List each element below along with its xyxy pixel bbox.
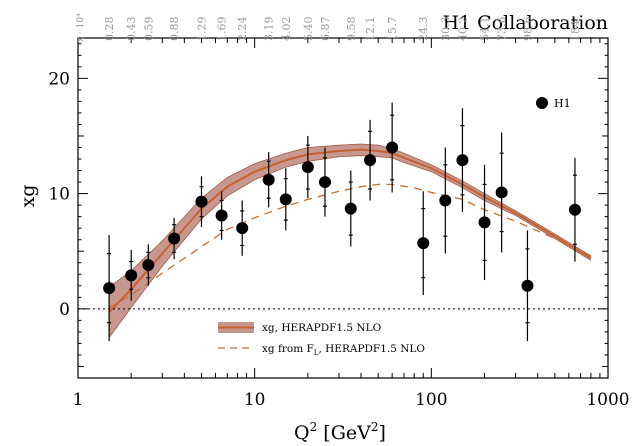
band-lower-edge — [108, 155, 592, 338]
top-axis-label: x · 10⁴ — [76, 13, 86, 42]
band-area — [109, 144, 591, 338]
top-label: 9.58 — [345, 17, 358, 42]
data-point — [262, 173, 275, 186]
data-point — [344, 202, 357, 215]
data-point — [364, 154, 377, 167]
top-label: 15.7 — [386, 17, 399, 42]
top-label: 6.87 — [319, 17, 332, 42]
axis-ticks: 1 10 100 1000 0 10 20 — [48, 38, 630, 410]
data-point — [495, 186, 508, 199]
x-tick-label: 10 — [244, 390, 266, 410]
top-label: 3.19 — [263, 17, 276, 42]
top-label: 1.29 — [195, 17, 208, 42]
top-label: 0.59 — [142, 17, 155, 42]
top-label: 30.3 — [439, 17, 452, 42]
y-tick-label: 0 — [59, 300, 70, 320]
y-tick-label: 10 — [48, 185, 70, 205]
legend-dashed-rest: , HERAPDF1.5 NLO — [318, 343, 425, 355]
legend-item-dashed: xg from FL, HERAPDF1.5 NLO — [262, 343, 425, 357]
data-point — [279, 193, 292, 206]
legend-dashed-sub: L — [314, 349, 319, 357]
herapdf-central-line — [108, 148, 592, 313]
data-point — [521, 279, 534, 292]
x-axis-label: Q2 [GeV2] — [294, 420, 386, 444]
x-label-sup: 2 — [310, 420, 318, 434]
data-point — [125, 269, 138, 282]
data-point — [439, 194, 452, 207]
top-axis-labels: 0.28 0.43 0.59 0.88 1.29 1.69 2.24 3.19 4.02 5.40… — [103, 16, 582, 41]
data-point — [417, 237, 430, 250]
data-point — [301, 161, 314, 174]
x-label-unit-sup: 2 — [371, 420, 379, 434]
data-points — [103, 102, 581, 342]
y-axis-label: xg — [17, 185, 39, 208]
legend-dashed-main: xg from F — [262, 343, 314, 355]
model-lines — [108, 148, 592, 313]
data-point — [386, 141, 399, 154]
top-label: 0.43 — [125, 17, 138, 42]
data-point — [478, 216, 491, 229]
top-label: 0.28 — [103, 16, 116, 41]
collaboration-label: H1 Collaboration — [442, 12, 608, 34]
data-point — [318, 176, 331, 189]
x-label-base: Q — [294, 422, 310, 444]
top-label: 12.1 — [364, 17, 377, 42]
y-tick-label: 20 — [48, 69, 70, 89]
x-tick-label: 1000 — [586, 390, 629, 410]
x-label-unit-close: ] — [379, 422, 386, 444]
data-point — [568, 203, 581, 216]
data-point — [215, 209, 228, 222]
plot-frame — [77, 37, 609, 379]
top-label: 24.3 — [417, 17, 430, 42]
top-label: 2.24 — [236, 17, 249, 41]
top-label: 5.40 — [302, 17, 315, 42]
legend-data: H1 — [536, 97, 571, 110]
data-point — [168, 232, 181, 245]
top-label: 184 — [569, 20, 582, 41]
data-point — [142, 259, 155, 272]
data-point — [195, 195, 208, 208]
top-label: 98.6 — [521, 17, 534, 42]
data-point — [236, 222, 249, 235]
legend-data-label: H1 — [554, 97, 571, 110]
top-label: 40.2 — [456, 17, 469, 42]
x-tick-label: 1 — [73, 390, 84, 410]
x-label-unit-open: [GeV — [317, 422, 371, 444]
x-tick-label: 100 — [415, 390, 447, 410]
data-point — [456, 154, 469, 167]
legend-data-marker — [536, 97, 548, 109]
legend-item-solid: xg, HERAPDF1.5 NLO — [262, 322, 382, 334]
top-label: 0.88 — [168, 17, 181, 42]
top-label: 73.6 — [496, 16, 509, 41]
top-label: 54.1 — [479, 17, 492, 41]
legend: xg, HERAPDF1.5 NLO xg from FL, HERAPDF1.… — [218, 322, 425, 357]
top-label: 4.02 — [280, 17, 293, 42]
data-point — [103, 282, 116, 295]
top-label: 1.69 — [216, 17, 229, 42]
